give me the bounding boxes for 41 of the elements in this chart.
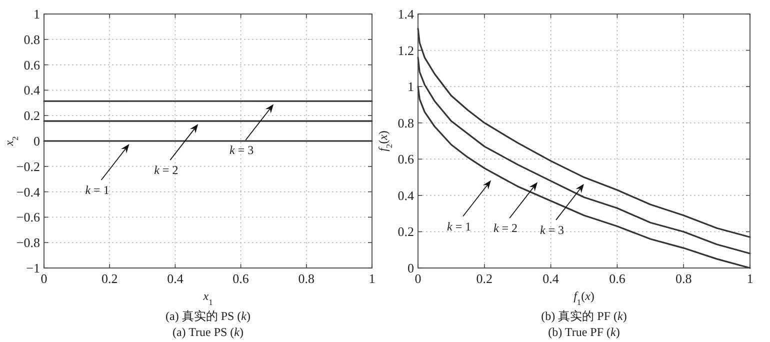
y-tick-label: 1: [34, 6, 40, 22]
x-tick-label: 0.2: [476, 271, 493, 286]
x-tick-label: 0.4: [167, 271, 184, 286]
y-tick-label: 0.4: [398, 188, 414, 203]
x-tick-label: 1: [746, 271, 754, 286]
y-tick-label: −0.6: [16, 210, 40, 225]
y-tick-label: 0.2: [24, 108, 40, 124]
annotation: k = 1: [446, 219, 472, 234]
annotation: k = 1: [85, 183, 110, 197]
y-tick-label: 1.4: [398, 6, 414, 22]
y-tick-label: 0.4: [24, 82, 40, 98]
x-tick-label: 0.8: [675, 271, 692, 286]
text: (b) True PF (k): [548, 325, 620, 339]
annotation: k = 2: [493, 221, 518, 236]
y-tick-label: 0: [408, 260, 414, 276]
annotation: k = 3: [540, 222, 564, 237]
x-tick-label: 1: [368, 271, 376, 286]
y-tick-label: −0.8: [16, 235, 40, 250]
y-tick-label: 1.2: [398, 42, 414, 58]
y-tick-label: 0.6: [398, 152, 414, 167]
y-tick-label: 1: [408, 79, 414, 94]
x-axis-title: f$_{1}$(x): [574, 289, 594, 306]
y-tick-label: 0.8: [398, 115, 414, 130]
x-axis-title: x$_{1}$: [202, 289, 213, 306]
x-tick-label: 0.4: [542, 271, 560, 286]
x-tick-label: 0.6: [609, 271, 626, 286]
y-tick-label: −0.4: [16, 184, 40, 200]
y-tick-label: −1: [26, 260, 40, 276]
text: (b) 真实的 PF (k): [541, 309, 627, 323]
x-tick-label: 0.2: [101, 271, 118, 286]
text: (a) 真实的 PS (k): [166, 309, 250, 323]
x-tick-label: 0.8: [298, 271, 315, 286]
y-tick-label: 0.8: [24, 32, 40, 47]
annotation: k = 2: [154, 163, 178, 178]
y-tick-label: −0.2: [16, 158, 40, 174]
text: (a) True PS (k): [172, 325, 244, 339]
y-tick-label: 0: [34, 134, 40, 148]
x-tick-label: 0.6: [232, 271, 250, 286]
y-tick-label: 0.2: [398, 224, 414, 240]
y-tick-label: 0.6: [24, 57, 40, 72]
annotation: k = 3: [230, 143, 254, 158]
